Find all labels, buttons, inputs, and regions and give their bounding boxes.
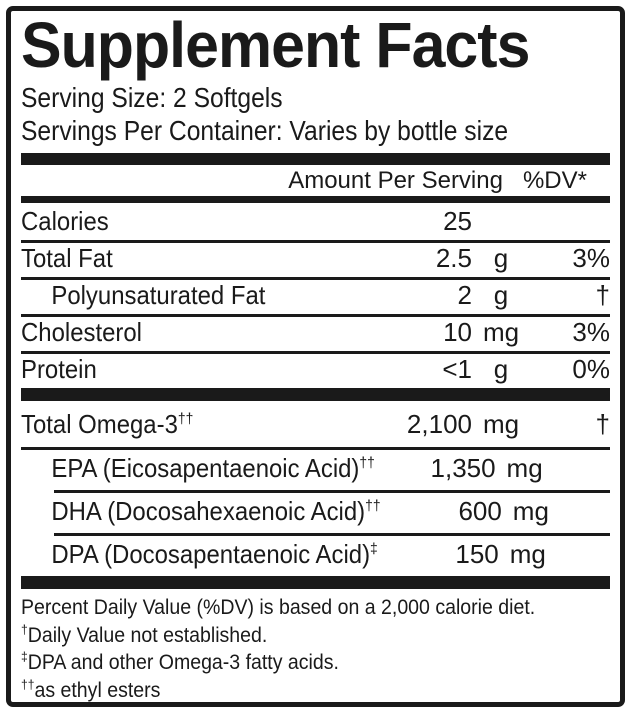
nutrient-dv: †: [554, 453, 620, 484]
nutrient-name-superscript: ††: [177, 409, 194, 427]
nutrient-dv: †: [595, 408, 610, 439]
nutrient-unit: g: [493, 354, 509, 384]
footnote-ethyl-esters: ††as ethyl esters: [21, 676, 569, 703]
nutrient-amount: 2.5: [435, 243, 472, 273]
nutrient-name: Protein: [21, 354, 353, 385]
footnote-superscript: †: [21, 621, 28, 637]
nutrient-name-text: Protein: [21, 354, 97, 384]
nutrient-name-text: EPA (Eicosapentaenoic Acid): [51, 453, 360, 483]
nutrient-amount: 600: [458, 496, 502, 526]
nutrient-name: DHA (Docosahexaenoic Acid)††: [21, 496, 381, 527]
nutrient-unit: mg: [506, 453, 543, 483]
nutrient-unit: mg: [482, 408, 520, 439]
nutrient-name-superscript: ††: [359, 454, 375, 472]
amount-per-serving-header: Amount Per Serving: [288, 166, 503, 194]
footnote-dpa: ‡DPA and other Omega-3 fatty acids.: [21, 649, 569, 677]
nutrient-dv: 0%: [572, 354, 610, 384]
nutrient-row-polyunsaturated-fat: Polyunsaturated Fat 2 g †: [21, 277, 610, 314]
nutrient-unit: g: [493, 280, 509, 310]
column-header-row: Amount Per Serving %DV*: [21, 165, 610, 196]
nutrient-row-total-omega-3: Total Omega-3†† 2,100 mg †: [21, 401, 610, 447]
nutrient-unit: mg: [512, 496, 549, 526]
nutrient-name-text: Calories: [21, 206, 109, 236]
label-title: Supplement Facts: [21, 9, 530, 81]
nutrient-name-text: DHA (Docosahexaenoic Acid): [51, 496, 366, 526]
nutrient-name-text: Cholesterol: [21, 317, 142, 347]
nutrient-dv: 3%: [572, 243, 610, 273]
nutrient-name: EPA (Eicosapentaenoic Acid)††: [21, 453, 375, 484]
nutrient-amount: 2: [457, 280, 472, 310]
percent-dv-header: %DV*: [522, 166, 587, 194]
servings-per-container: Servings Per Container: Varies by bottle…: [21, 115, 509, 146]
footnote-daily-value: †Daily Value not established.: [21, 622, 569, 650]
nutrient-name: Cholesterol: [21, 317, 353, 348]
nutrient-name-superscript: ††: [365, 497, 381, 515]
footnotes: Percent Daily Value (%DV) is based on a …: [21, 594, 610, 703]
nutrient-dv: †: [560, 496, 620, 527]
nutrient-name: Polyunsaturated Fat: [21, 280, 353, 311]
nutrient-amount: 25: [443, 206, 472, 236]
nutrient-amount: 1,350: [430, 453, 496, 483]
nutrient-row-cholesterol: Cholesterol 10 mg 3%: [21, 314, 610, 351]
nutrient-name: Total Omega-3††: [21, 409, 353, 440]
footnote-superscript: ‡: [21, 649, 28, 664]
section-bar-bottom: [21, 576, 610, 589]
nutrient-unit: mg: [509, 539, 546, 569]
section-bar-under-header: [21, 196, 610, 203]
nutrient-row-protein: Protein <1 g 0%: [21, 351, 610, 388]
nutrient-row-dpa: DPA (Docosapentaenoic Acid)‡ 150 mg †: [21, 533, 610, 576]
nutrient-name-text: Total Fat: [21, 243, 113, 273]
nutrient-name: Calories: [21, 206, 353, 237]
nutrient-amount: 10: [443, 317, 472, 347]
nutrient-row-dha: DHA (Docosahexaenoic Acid)†† 600 mg †: [21, 490, 610, 533]
footnote-text: DPA and other Omega-3 fatty acids.: [27, 651, 339, 674]
supplement-facts-panel: Supplement Facts Serving Size: 2 Softgel…: [6, 6, 625, 707]
nutrient-name-text: DPA (Docosapentaenoic Acid): [51, 539, 371, 569]
nutrient-row-calories: Calories 25: [21, 203, 610, 240]
footnote-text: as ethyl esters: [34, 678, 161, 702]
footnote-text: Daily Value not established.: [27, 623, 268, 647]
section-bar-mid: [21, 388, 610, 401]
nutrient-unit: g: [493, 243, 509, 273]
nutrient-dv: †: [595, 280, 610, 310]
section-bar-top: [21, 153, 610, 165]
nutrient-name-superscript: ‡: [370, 540, 378, 558]
nutrient-amount: 2,100: [406, 408, 472, 439]
nutrient-name: DPA (Docosapentaenoic Acid)‡: [21, 539, 378, 570]
serving-size: Serving Size: 2 Softgels: [21, 82, 283, 113]
footnote-superscript: ††: [21, 676, 35, 692]
nutrient-name-text: Polyunsaturated Fat: [51, 280, 266, 310]
nutrient-row-epa: EPA (Eicosapentaenoic Acid)†† 1,350 mg †: [21, 447, 620, 490]
nutrient-row-total-fat: Total Fat 2.5 g 3%: [21, 240, 610, 277]
footnote-text: Percent Daily Value (%DV) is based on a …: [21, 596, 536, 619]
nutrient-dv: †: [557, 539, 620, 570]
nutrient-amount: 150: [455, 539, 499, 569]
nutrient-name-text: Total Omega-3: [21, 408, 178, 439]
nutrient-amount: <1: [442, 354, 472, 384]
nutrient-unit: mg: [482, 317, 520, 347]
nutrient-name: Total Fat: [21, 243, 353, 274]
nutrient-dv: 3%: [572, 317, 610, 347]
footnote-percent-dv: Percent Daily Value (%DV) is based on a …: [21, 594, 569, 622]
